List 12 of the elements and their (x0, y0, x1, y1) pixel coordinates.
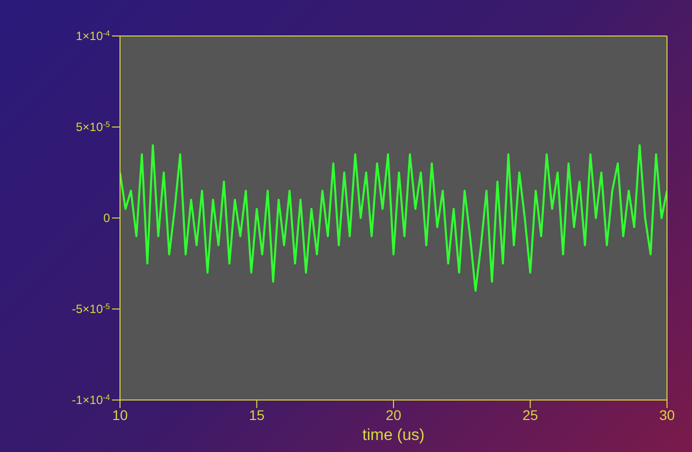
x-tick-label: 10 (112, 406, 128, 423)
y-tick-label: 0 (103, 211, 110, 225)
y-tick-label: -1×10$^{-4}$ (72, 392, 111, 407)
x-tick-label: 30 (659, 406, 675, 423)
y-tick-label: -5×10$^{-5}$ (72, 302, 111, 316)
x-axis-title: time (us) (362, 427, 425, 444)
line-series (120, 144, 667, 292)
x-tick-label: 15 (248, 406, 265, 423)
y-tick-label: 1×10$^{-4}$ (76, 28, 111, 43)
y-tick-label: 5×10$^{-5}$ (76, 120, 111, 134)
x-tick-label: 20 (386, 406, 402, 423)
x-tick-label: 25 (522, 406, 538, 423)
